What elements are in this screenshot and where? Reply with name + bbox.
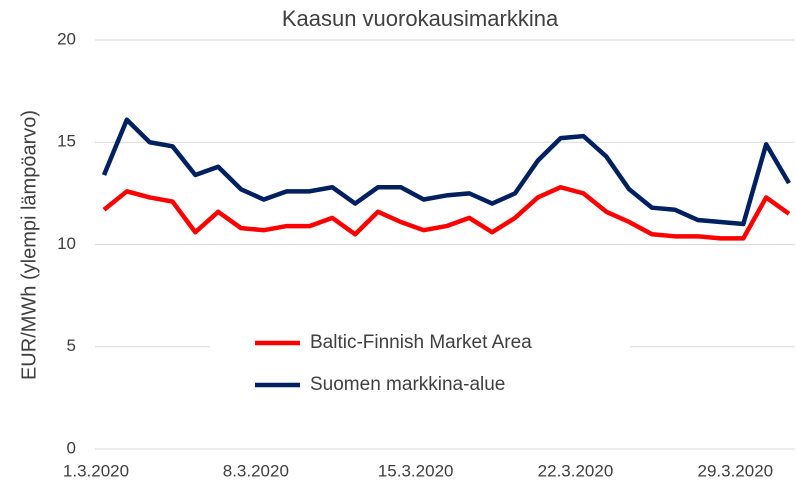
- chart-title: Kaasun vuorokausimarkkina: [282, 6, 559, 31]
- y-tick-label: 20: [57, 29, 76, 48]
- y-tick-label: 10: [57, 234, 76, 253]
- legend-label: Baltic-Finnish Market Area: [310, 332, 532, 353]
- y-tick-label: 0: [67, 438, 76, 457]
- series-line: [102, 184, 791, 241]
- x-tick-label: 29.3.2020: [698, 461, 774, 480]
- x-tick-label: 1.3.2020: [63, 461, 129, 480]
- y-tick-label: 15: [57, 132, 76, 151]
- y-axis-label: EUR/MWh (ylempi lämpöarvo): [18, 110, 40, 380]
- y-tick-label: 5: [67, 336, 76, 355]
- x-tick-label: 8.3.2020: [223, 461, 289, 480]
- legend-label: Suomen markkina-alue: [310, 374, 505, 395]
- legend-box: [210, 320, 630, 408]
- series-line: [101, 117, 791, 227]
- x-tick-label: 15.3.2020: [378, 461, 454, 480]
- x-tick-label: 22.3.2020: [538, 461, 614, 480]
